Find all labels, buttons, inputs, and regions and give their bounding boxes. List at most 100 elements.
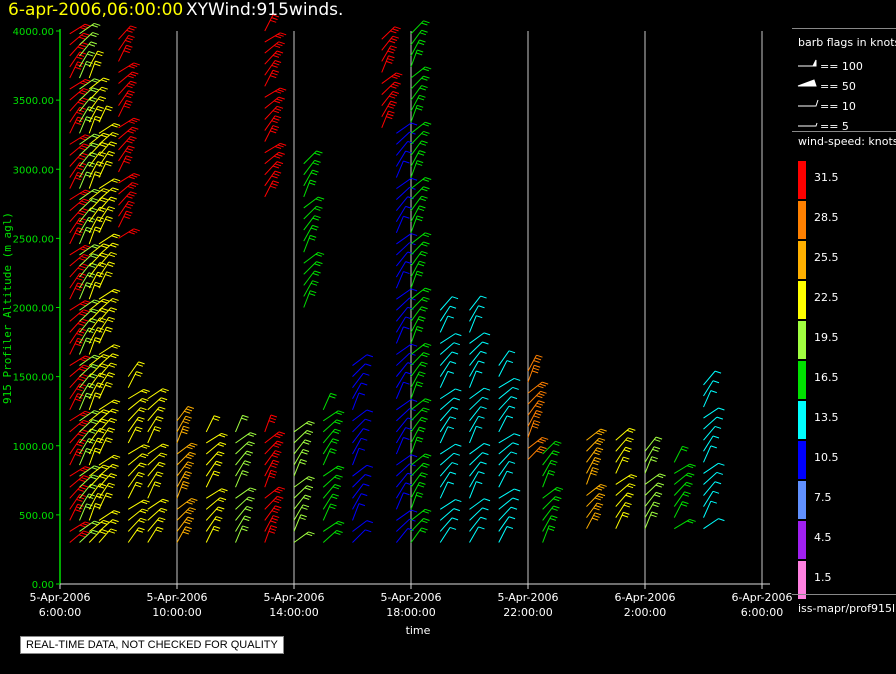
- wind-barb-flag: [81, 255, 88, 259]
- wind-barb-flag: [77, 171, 84, 175]
- barb-legend-entry: == 100: [820, 60, 863, 73]
- wind-barb: [98, 362, 112, 377]
- wind-barb-flag: [126, 140, 133, 144]
- wind-barb-flag: [712, 435, 720, 439]
- wind-barb-flag: [547, 528, 555, 531]
- wind-barb-column: [352, 354, 374, 543]
- wind-barb-flag: [105, 329, 112, 333]
- wind-barb-flag: [136, 419, 144, 423]
- wind-barb-flag: [415, 384, 423, 388]
- wind-barb-flag: [314, 159, 321, 163]
- wind-barb-flag: [157, 464, 164, 468]
- wind-barb-flag: [421, 472, 428, 476]
- speed-color-swatch: [798, 561, 806, 599]
- wind-barb-flag: [79, 320, 86, 324]
- wind-barb-flag: [310, 234, 317, 238]
- wind-barb: [498, 497, 514, 510]
- wind-barb-flag: [79, 26, 87, 30]
- wind-barb-flag: [710, 445, 717, 449]
- wind-barb: [88, 96, 101, 112]
- wind-barb-flag: [686, 465, 694, 469]
- wind-barb-flag: [330, 392, 337, 396]
- wind-barb-flag: [301, 451, 308, 455]
- wind-barb-flag: [81, 311, 88, 315]
- wind-barb-flag: [482, 396, 489, 400]
- wind-barb-flag: [185, 511, 192, 515]
- wind-barb-flag: [82, 191, 89, 195]
- wind-barb-flag: [506, 415, 514, 419]
- wind-barb-flag: [271, 517, 278, 521]
- wind-barb-flag: [140, 390, 148, 394]
- wind-barb-flag: [81, 97, 88, 101]
- wind-barb-flag: [81, 207, 88, 211]
- wind-barb-flag: [103, 464, 110, 468]
- wind-barb-flag: [142, 398, 149, 401]
- wind-barb-flag: [455, 499, 462, 503]
- wind-barb-flag: [78, 257, 86, 261]
- wind-barb-flag: [361, 437, 368, 441]
- wind-barb: [395, 472, 409, 488]
- wind-barb-flag: [330, 503, 337, 507]
- wind-barb: [439, 462, 453, 477]
- wind-barb-column: [69, 23, 92, 543]
- wind-barb-flag: [271, 183, 278, 187]
- wind-barb-flag: [405, 371, 412, 375]
- wind-barb-flag: [77, 157, 84, 161]
- wind-barb-flag: [425, 232, 432, 236]
- wind-barb-flag: [77, 385, 85, 389]
- wind-barb: [498, 470, 508, 488]
- wind-barb: [469, 370, 477, 388]
- wind-barb: [303, 225, 313, 242]
- wind-barb: [469, 351, 481, 366]
- wind-barb-flag: [533, 360, 540, 363]
- wind-barb-flag: [421, 520, 428, 524]
- wind-barb: [396, 242, 410, 256]
- wind-barb-flag: [421, 416, 428, 420]
- wind-barb-flag: [129, 128, 137, 132]
- wind-barb-flag: [243, 518, 250, 522]
- wind-barb-flag: [421, 133, 428, 137]
- wind-barb: [439, 416, 451, 433]
- x-tick-label-date: 5-Apr-2006: [29, 591, 90, 604]
- wind-barb-flag: [593, 459, 600, 463]
- wind-barb-flag: [110, 134, 117, 137]
- wind-barb-flag: [536, 395, 543, 399]
- wind-barb-flag: [160, 445, 167, 449]
- wind-barb: [303, 280, 313, 297]
- wind-barb-flag: [133, 173, 140, 177]
- wind-barb: [98, 196, 112, 212]
- wind-barb-flag: [480, 295, 487, 299]
- wind-barb-flag: [508, 405, 516, 409]
- wind-barb-flag: [103, 354, 110, 357]
- wind-barb-flag: [133, 117, 140, 121]
- wind-barb-flag: [182, 476, 189, 480]
- speed-color-swatch: [798, 521, 806, 559]
- wind-barb-flag: [416, 491, 424, 495]
- wind-barb-flag: [712, 490, 720, 494]
- wind-barb-flag: [76, 229, 83, 233]
- wind-barb-flag: [78, 423, 86, 427]
- wind-barb-flag: [276, 153, 283, 157]
- wind-barb-flag: [449, 416, 457, 420]
- wind-barb: [127, 426, 137, 444]
- wind-barb-flag: [124, 158, 132, 162]
- wind-barb-flag: [421, 306, 428, 310]
- wind-barb-flag: [107, 264, 114, 267]
- wind-barb-flag: [392, 35, 399, 39]
- wind-barb: [88, 437, 99, 455]
- wind-barb-flag: [410, 454, 418, 458]
- wind-barb-flag: [274, 146, 282, 149]
- wind-barb-flag: [79, 438, 86, 442]
- wind-barb-flag: [595, 505, 602, 508]
- wind-barb: [615, 456, 624, 474]
- wind-barb-flag: [650, 514, 657, 518]
- wind-barb-flag: [79, 82, 87, 86]
- wind-barb: [439, 397, 455, 411]
- wind-barb-flag: [74, 66, 82, 70]
- wind-barb-flag: [94, 465, 101, 469]
- wind-barb-flag: [92, 253, 99, 257]
- wind-barb-flag: [107, 208, 114, 212]
- wind-barb-flag: [389, 103, 396, 107]
- wind-barb-flag: [365, 418, 372, 422]
- wind-barb-flag: [594, 442, 601, 446]
